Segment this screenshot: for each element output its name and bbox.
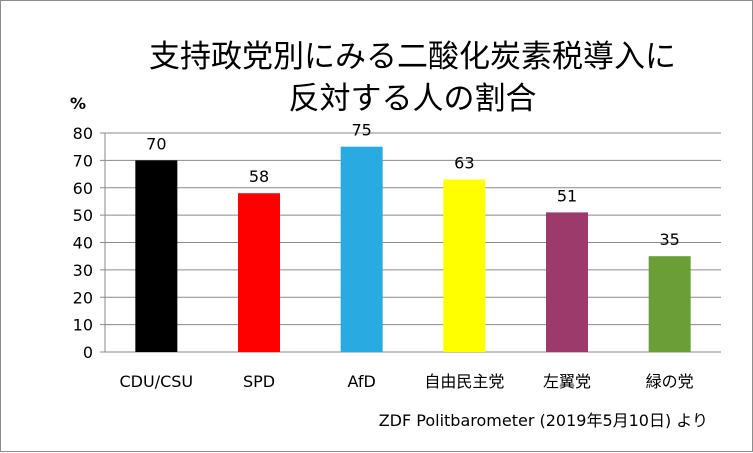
y-tick-label: 80	[73, 124, 93, 143]
data-label: 35	[659, 230, 679, 249]
chart-title-line-2: 反対する人の割合	[288, 81, 537, 117]
y-axis-unit-label: %	[70, 94, 87, 113]
y-tick-label: 70	[73, 151, 93, 170]
x-category-label: 自由民主党	[424, 372, 504, 391]
x-category-label: AfD	[348, 372, 376, 391]
bar	[238, 193, 280, 352]
bars	[135, 146, 691, 352]
y-axis: 0 10 20 30 40 50 60 70 80	[73, 124, 106, 362]
bar	[546, 212, 588, 352]
data-label: 58	[249, 167, 269, 186]
data-label: 75	[351, 121, 371, 140]
y-tick-label: 10	[73, 316, 93, 335]
x-category-label: 左翼党	[543, 372, 591, 391]
x-axis-category-labels: CDU/CSU SPD AfD 自由民主党 左翼党 緑の党	[120, 372, 694, 391]
x-category-label: CDU/CSU	[120, 372, 194, 391]
data-labels: 70 58 75 63 51 35	[146, 121, 680, 250]
y-tick-label: 40	[73, 234, 93, 253]
x-category-label: SPD	[243, 372, 275, 391]
data-label: 70	[146, 134, 166, 153]
bar	[648, 256, 691, 352]
bar	[340, 146, 383, 352]
y-tick-label: 20	[73, 288, 93, 307]
chart-title-line-1: 支持政党別にみる二酸化炭素税導入に	[149, 39, 676, 75]
bar	[443, 179, 486, 352]
y-tick-label: 30	[73, 261, 93, 280]
x-category-label: 緑の党	[646, 372, 694, 391]
bar	[135, 160, 178, 352]
y-tick-label: 60	[73, 179, 93, 198]
data-label: 51	[557, 186, 577, 205]
source-note: ZDF Politbarometer (2019年5月10日) より	[378, 411, 708, 430]
y-tick-label: 0	[83, 343, 93, 362]
gridlines	[105, 132, 721, 353]
y-tick-label: 50	[73, 206, 93, 225]
data-label: 63	[454, 154, 474, 173]
